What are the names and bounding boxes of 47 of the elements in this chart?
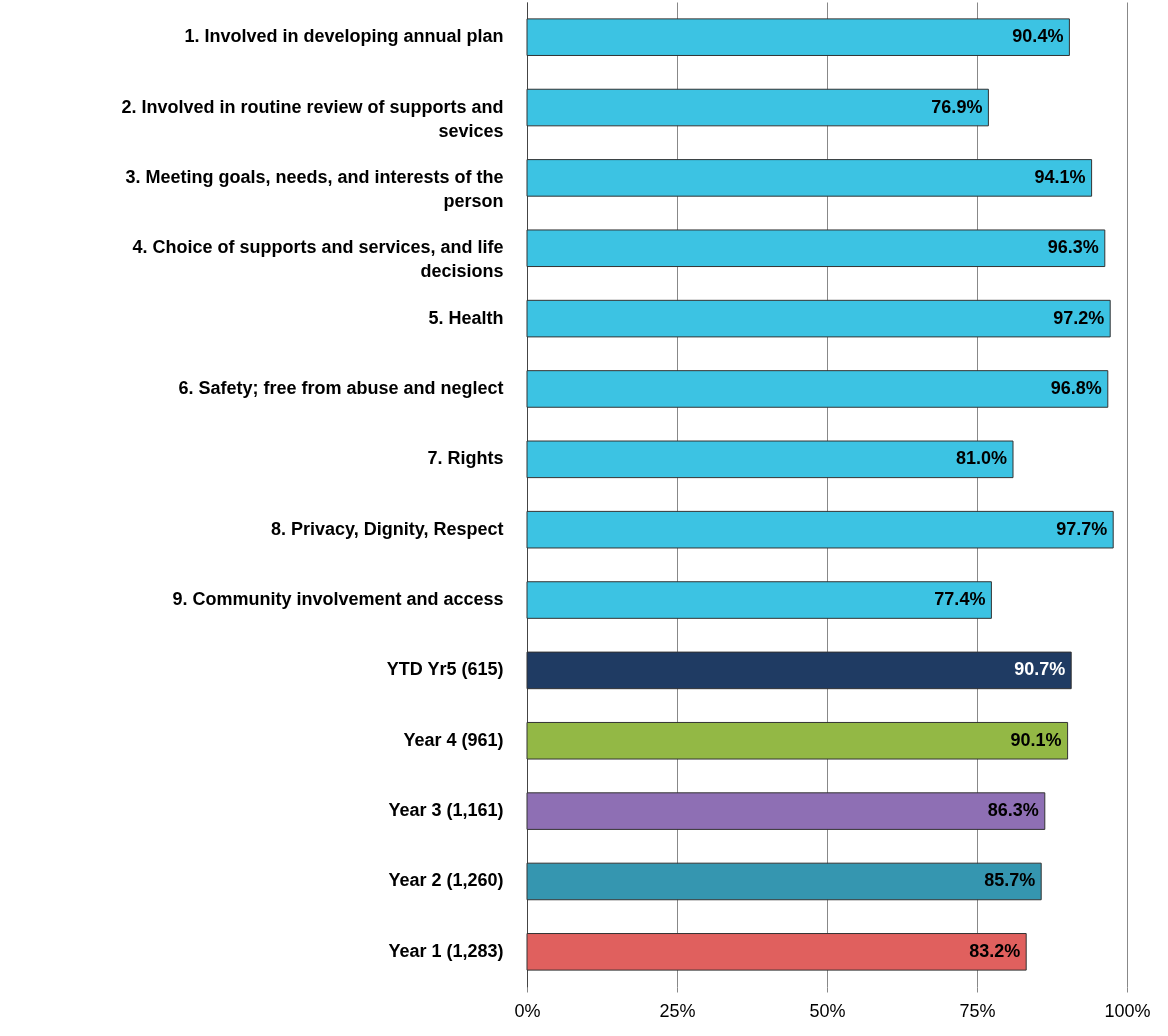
- bar: [526, 159, 1093, 197]
- data-label: 85.7%: [984, 870, 1036, 891]
- bar: [526, 581, 992, 619]
- bar: [526, 88, 989, 127]
- bar: [526, 370, 1109, 408]
- data-label: 90.4%: [1012, 26, 1064, 47]
- bar: [526, 792, 1046, 830]
- y-tick-label: 7. Rights: [427, 448, 504, 469]
- bar: [526, 18, 1070, 56]
- data-label: 90.1%: [1010, 729, 1062, 750]
- bar: [526, 721, 1069, 760]
- y-tick-label: 3. Meeting goals, needs, and interests of the person: [125, 166, 504, 211]
- bar: [526, 862, 1042, 901]
- x-tick-label: 100%: [1104, 1000, 1151, 1021]
- bar: [526, 229, 1106, 268]
- x-tick-label: 75%: [959, 1000, 996, 1021]
- y-tick-label: 4. Choice of supports and services, and life decisions: [132, 237, 504, 282]
- y-tick-label: 2. Involved in routine review of supports and sevices: [121, 96, 504, 141]
- data-label: 90.7%: [1014, 659, 1066, 680]
- y-tick-label: 9. Community involvement and access: [172, 589, 504, 610]
- data-label: 97.2%: [1053, 307, 1105, 328]
- y-tick-label: YTD Yr5 (615): [386, 659, 504, 680]
- bar: [526, 440, 1014, 479]
- data-label: 83.2%: [969, 940, 1021, 961]
- y-tick-label: 8. Privacy, Dignity, Respect: [271, 518, 504, 539]
- data-label: 96.3%: [1047, 237, 1099, 258]
- data-label: 76.9%: [931, 96, 983, 117]
- data-label: 81.0%: [955, 448, 1007, 469]
- data-label: 77.4%: [934, 589, 986, 610]
- data-label: 86.3%: [987, 800, 1039, 821]
- x-tick-label: 25%: [659, 1000, 696, 1021]
- bar: [526, 510, 1114, 549]
- y-tick-label: Year 4 (961): [403, 729, 504, 750]
- y-tick-label: 1. Involved in developing annual plan: [184, 26, 504, 47]
- data-label: 96.8%: [1050, 377, 1102, 398]
- bar: [526, 933, 1027, 971]
- y-tick-label: Year 2 (1,260): [388, 870, 504, 891]
- y-tick-label: 6. Safety; free from abuse and neglect: [178, 377, 504, 398]
- data-label: 97.7%: [1056, 518, 1108, 539]
- bar: [526, 299, 1111, 338]
- y-tick-label: 5. Health: [428, 307, 504, 328]
- bar: [526, 651, 1072, 690]
- data-label: 94.1%: [1034, 166, 1086, 187]
- x-tick-label: 0%: [514, 1000, 541, 1021]
- y-tick-label: Year 3 (1,161): [388, 800, 504, 821]
- y-tick-label: Year 1 (1,283): [388, 940, 504, 961]
- x-tick-label: 50%: [809, 1000, 846, 1021]
